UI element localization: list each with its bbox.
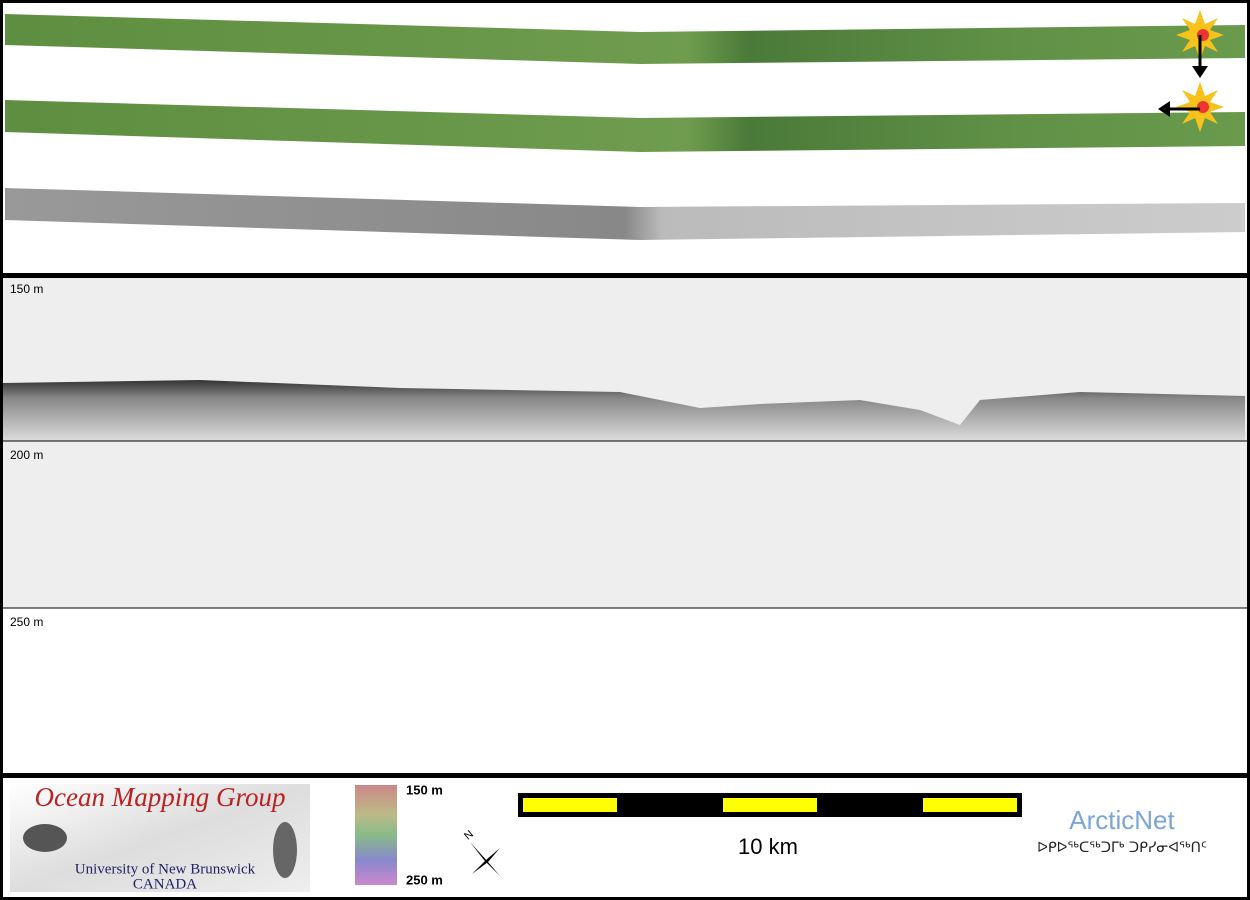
depth-label: 200 m [10,448,43,462]
logo-image [273,822,297,878]
seafloor [3,380,1245,441]
north-arrow [470,842,500,876]
colorbar [355,785,397,885]
swath-strip [5,14,1245,64]
colorbar-label: 150 m [406,782,443,797]
marker-icons [1158,10,1224,132]
colorbar-label: 250 m [406,872,443,887]
profile-water [3,278,1247,608]
scale-segment [923,798,1017,812]
depth-label: 250 m [10,615,43,629]
scale-segment [523,798,617,812]
scale-label: 10 km [738,834,798,859]
logo-country: CANADA [133,876,197,892]
logo-image [23,824,67,852]
partner-syllabics: ᐅᑭᐅᖅᑕᖅᑐᒥᒃ ᑐᑭᓯᓂᐊᖅᑎᑦ [1037,840,1207,856]
partner-name: ArcticNet [1069,805,1175,835]
scale-segment [723,798,817,812]
depth-label: 150 m [10,282,43,296]
logo-subtitle: University of New Brunswick [75,861,256,877]
logo-title: Ocean Mapping Group [35,782,286,812]
swath-strip [5,100,1245,152]
backscatter-strip [5,188,1245,240]
